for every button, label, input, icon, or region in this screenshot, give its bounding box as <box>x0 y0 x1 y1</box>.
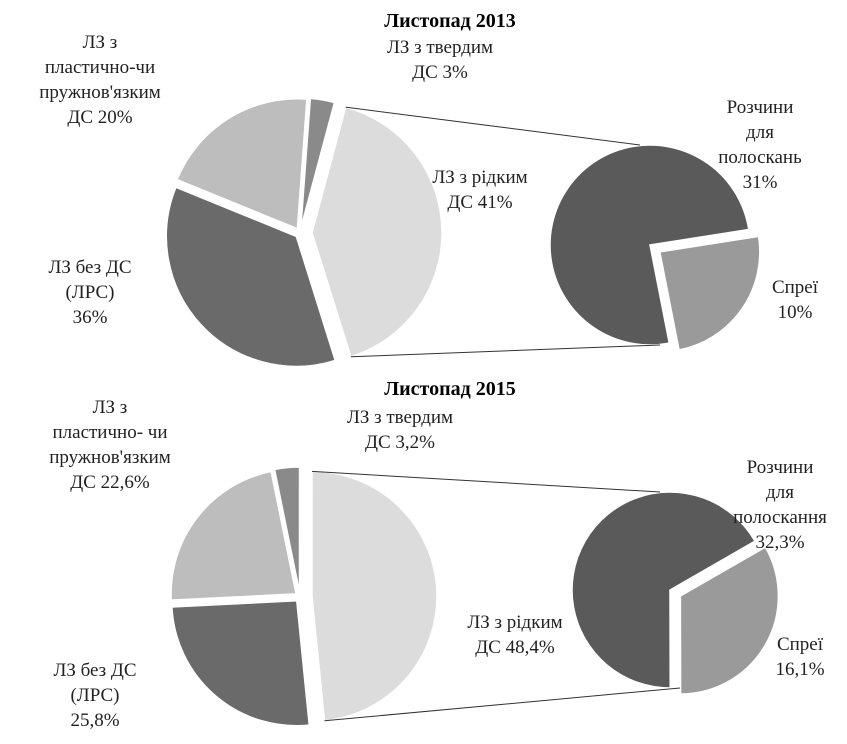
connector-line <box>350 344 661 358</box>
value-label: 48,4% <box>505 637 555 658</box>
category-label: Розчини для полоскання <box>733 457 827 528</box>
pie-slice <box>165 186 337 368</box>
slice-label: Спреї 10% <box>772 275 818 325</box>
value-label: 25,8% <box>70 710 120 731</box>
slice-label: ЛЗ з рідким ДС 48,4% <box>467 610 562 660</box>
secondary-slice <box>658 235 761 351</box>
slice-label: Спреї 16,1% <box>775 632 824 682</box>
slice-label: ЛЗ з рідким ДС 41% <box>432 165 527 215</box>
category-label: ЛЗ з рідким ДС <box>432 167 528 213</box>
category-label: Спреї <box>771 277 819 298</box>
category-label: Спреї <box>776 634 824 655</box>
slice-label: ЛЗ з пластично- чи пружнов'язким ДС 22,6… <box>49 395 171 495</box>
value-label: 31% <box>742 172 778 193</box>
value-label: 20% <box>97 107 133 128</box>
category-label: ЛЗ з пластично-чи пружнов'язким ДС <box>39 32 161 128</box>
category-label: ЛЗ з рідким ДС <box>467 612 563 658</box>
pie-slice <box>170 470 297 601</box>
pie-slice <box>176 98 308 230</box>
value-label: 22,6% <box>100 472 150 493</box>
connector-line <box>311 470 661 493</box>
pie-slice <box>171 600 311 727</box>
chart-title: Листопад 2015 <box>384 378 516 400</box>
value-label: 32,3% <box>755 532 805 553</box>
secondary-slice <box>571 491 757 689</box>
category-label: ЛЗ без ДС (ЛРС) <box>48 257 132 303</box>
secondary-slice <box>549 144 750 346</box>
value-label: 16,1% <box>775 659 825 680</box>
pie-slice <box>311 106 443 358</box>
slice-label: ЛЗ з твердим ДС 3% <box>387 35 493 85</box>
slice-label: ЛЗ без ДС (ЛРС) 25,8% <box>53 658 136 733</box>
pie-slice <box>300 97 336 229</box>
pie-slice <box>311 470 438 722</box>
value-label: 10% <box>777 302 813 323</box>
value-label: 36% <box>72 307 108 328</box>
slice-label: ЛЗ без ДС (ЛРС) 36% <box>48 255 131 330</box>
category-label: ЛЗ з твердим ДС <box>346 407 454 453</box>
pie-slice <box>273 466 301 593</box>
connector-line <box>345 106 641 146</box>
category-label: ЛЗ з твердим ДС <box>386 37 494 83</box>
secondary-slice <box>679 546 780 695</box>
category-label: ЛЗ з пластично- чи пружнов'язким ДС <box>49 397 171 493</box>
slice-label: Розчини для полоскань 31% <box>717 95 804 195</box>
slice-label: ЛЗ з твердим ДС 3,2% <box>347 405 453 455</box>
slice-label: Розчини для полоскання 32,3% <box>733 455 827 555</box>
chart-title: Листопад 2013 <box>384 10 516 32</box>
category-label: ЛЗ без ДС (ЛРС) <box>53 660 137 706</box>
value-label: 3% <box>442 62 468 83</box>
slice-label: ЛЗ з пластично-чи пружнов'язким ДС 20% <box>39 30 161 130</box>
value-label: 3,2% <box>395 432 435 453</box>
category-label: Розчини для полоскань <box>718 97 802 168</box>
connector-line <box>324 687 681 722</box>
value-label: 41% <box>477 192 513 213</box>
